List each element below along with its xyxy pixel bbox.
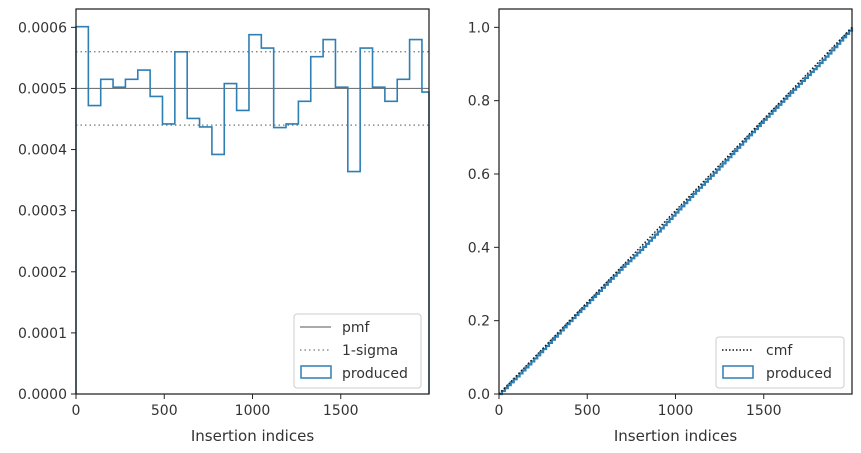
cmf-plot-area — [498, 26, 854, 396]
pmf-y-tick-label: 0.0004 — [18, 143, 67, 159]
pmf-x-ticks: 0 500 1000 1500 — [72, 394, 359, 419]
cmf-axes-frame — [498, 8, 853, 395]
pmf-legend-produced-label: produced — [342, 366, 408, 382]
pmf-legend-sigma-label: 1-sigma — [342, 343, 398, 359]
cmf-x-tick-label: 1500 — [746, 403, 782, 419]
pmf-x-tick-label: 500 — [151, 403, 178, 419]
cmf-panel: 0 500 1000 1500 0.0 0.2 0.4 0.6 0.8 1.0 Insertio… — [468, 8, 854, 445]
cmf-legend: cmf produced — [715, 336, 845, 389]
produced-histogram-step — [75, 25, 430, 394]
pmf-x-tick-label: 1000 — [235, 403, 271, 419]
pmf-y-tick-label: 0.0003 — [18, 204, 67, 220]
cmf-y-tick-label: 0.0 — [468, 387, 490, 403]
pmf-legend-box — [293, 313, 422, 389]
cmf-x-ticks: 0 500 1000 1500 — [495, 394, 782, 419]
cmf-legend-cmf-label: cmf — [766, 343, 793, 359]
pmf-y-tick-label: 0.0001 — [18, 326, 67, 342]
cmf-y-tick-label: 0.2 — [468, 314, 490, 330]
pmf-x-axis-title: Insertion indices — [191, 427, 314, 445]
pmf-y-tick-label: 0.0000 — [18, 387, 67, 403]
cmf-x-tick-label: 500 — [574, 403, 601, 419]
pmf-legend: pmf 1-sigma produced — [293, 313, 422, 389]
cmf-x-tick-label: 1000 — [658, 403, 694, 419]
pmf-legend-pmf-label: pmf — [342, 320, 371, 336]
cmf-x-axis-title: Insertion indices — [614, 427, 737, 445]
cmf-x-tick-label: 0 — [495, 403, 504, 419]
cmf-y-tick-label: 1.0 — [468, 20, 490, 36]
pmf-x-tick-label: 0 — [72, 403, 81, 419]
cmf-line — [498, 26, 853, 395]
cmf-y-tick-label: 0.6 — [468, 167, 490, 183]
cmf-y-tick-label: 0.8 — [468, 94, 490, 110]
pmf-y-tick-label: 0.0002 — [18, 265, 67, 281]
pmf-x-tick-label: 1500 — [323, 403, 359, 419]
pmf-y-tick-label: 0.0006 — [18, 20, 67, 36]
pmf-histogram-panel: 0 500 1000 1500 0.00000.00010.00020.00030.0… — [18, 8, 430, 445]
cmf-legend-produced-label: produced — [766, 366, 832, 382]
cmf-y-tick-label: 0.4 — [468, 240, 490, 256]
pmf-legend-produced-icon — [300, 365, 332, 379]
pmf-y-ticks: 0.0000 0.0001 0.0002 0.0003 0.0004 0.0005 0.00… — [18, 20, 76, 403]
pmf-y-tick-label: 0.0005 — [18, 81, 67, 97]
cmf-y-ticks: 0.0 0.2 0.4 0.6 0.8 1.0 — [468, 20, 499, 403]
cmf-legend-produced-icon — [722, 365, 754, 379]
pmf-plot-area — [75, 25, 430, 394]
